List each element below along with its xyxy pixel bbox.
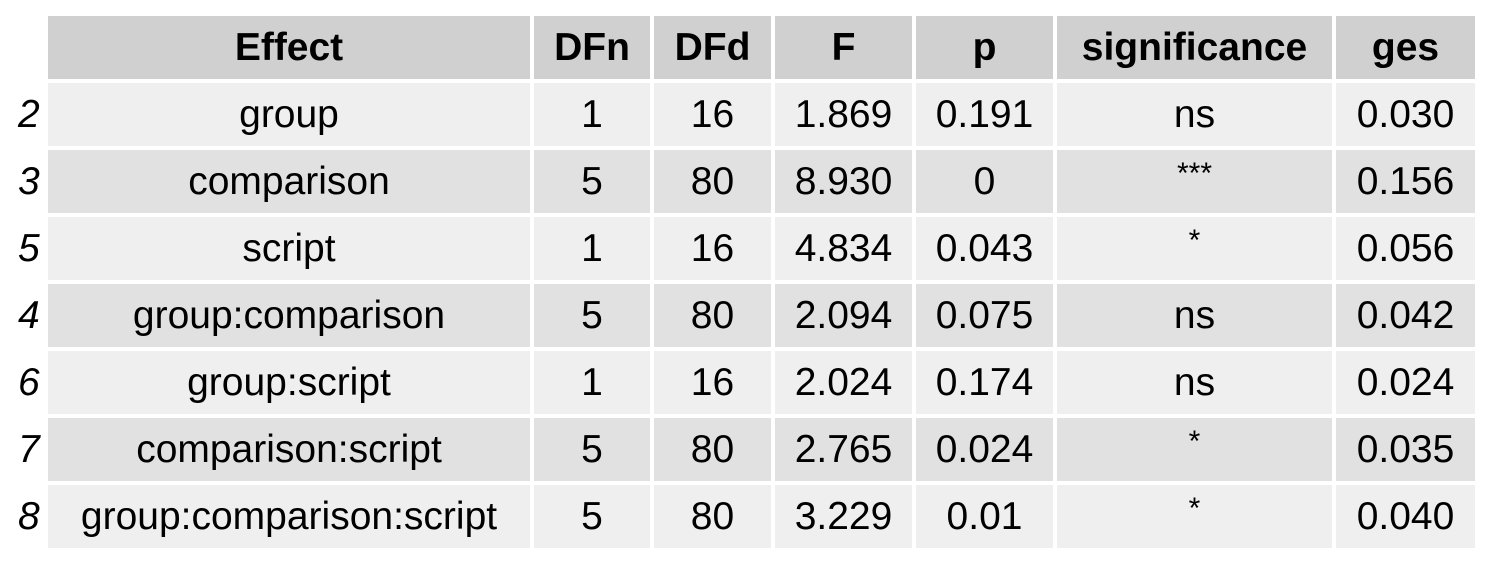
- cell-dfn: 5: [534, 485, 650, 548]
- cell-f: 4.834: [775, 217, 912, 280]
- cell-significance: ns: [1057, 284, 1332, 347]
- row-name: 7: [18, 428, 40, 471]
- cell-ges: 0.024: [1336, 351, 1475, 414]
- cell-dfn: 1: [534, 217, 650, 280]
- cell-significance: ***: [1057, 150, 1332, 213]
- significance-stars: ***: [1176, 156, 1213, 190]
- cell-effect: group:comparison:script: [48, 485, 530, 548]
- cell-f: 3.229: [775, 485, 912, 548]
- cell-p: 0.024: [916, 418, 1053, 481]
- cell-significance: ns: [1057, 83, 1332, 146]
- cell-p: 0.191: [916, 83, 1053, 146]
- cell-dfd: 80: [654, 418, 771, 481]
- cell-dfn: 1: [534, 351, 650, 414]
- rowname-header: [18, 16, 44, 79]
- cell-dfn: 1: [534, 83, 650, 146]
- row-name: 2: [18, 93, 40, 136]
- cell-f: 2.094: [775, 284, 912, 347]
- cell-ges: 0.056: [1336, 217, 1475, 280]
- cell-dfd: 16: [654, 83, 771, 146]
- row-name: 3: [18, 160, 40, 203]
- cell-significance: *: [1057, 485, 1332, 548]
- column-header-dfn: DFn: [534, 16, 650, 79]
- table-row: 3 comparison 5 80 8.930 0 *** 0.156: [18, 150, 1475, 213]
- cell-significance: ns: [1057, 351, 1332, 414]
- table-row: 7 comparison:script 5 80 2.765 0.024 * 0.035: [18, 418, 1475, 481]
- cell-dfd: 80: [654, 485, 771, 548]
- cell-f: 2.765: [775, 418, 912, 481]
- row-name: 5: [18, 227, 40, 270]
- cell-effect: script: [48, 217, 530, 280]
- table-row: 8 group:comparison:script 5 80 3.229 0.01 * 0.0…: [18, 485, 1475, 548]
- cell-dfn: 5: [534, 418, 650, 481]
- column-header-f: F: [775, 16, 912, 79]
- cell-p: 0.174: [916, 351, 1053, 414]
- column-header-p: p: [916, 16, 1053, 79]
- cell-significance: *: [1057, 217, 1332, 280]
- significance-stars: *: [1188, 424, 1201, 458]
- cell-ges: 0.042: [1336, 284, 1475, 347]
- cell-dfn: 5: [534, 284, 650, 347]
- cell-ges: 0.040: [1336, 485, 1475, 548]
- column-header-significance: significance: [1057, 16, 1332, 79]
- cell-ges: 0.030: [1336, 83, 1475, 146]
- column-header-ges: ges: [1336, 16, 1475, 79]
- cell-dfd: 80: [654, 284, 771, 347]
- cell-significance: *: [1057, 418, 1332, 481]
- cell-dfd: 16: [654, 351, 771, 414]
- cell-effect: group:script: [48, 351, 530, 414]
- cell-effect: comparison: [48, 150, 530, 213]
- significance-stars: *: [1188, 491, 1201, 525]
- table-row: 2 group 1 16 1.869 0.191 ns 0.030: [18, 83, 1475, 146]
- cell-ges: 0.156: [1336, 150, 1475, 213]
- cell-f: 8.930: [775, 150, 912, 213]
- cell-f: 1.869: [775, 83, 912, 146]
- anova-table: Effect DFn DFd F p significance ges 2 gro…: [14, 12, 1479, 552]
- cell-effect: group:comparison: [48, 284, 530, 347]
- cell-p: 0.01: [916, 485, 1053, 548]
- row-name: 6: [18, 361, 40, 404]
- table-row: 6 group:script 1 16 2.024 0.174 ns 0.024: [18, 351, 1475, 414]
- column-header-dfd: DFd: [654, 16, 771, 79]
- table-row: 5 script 1 16 4.834 0.043 * 0.056: [18, 217, 1475, 280]
- cell-p: 0.043: [916, 217, 1053, 280]
- cell-effect: comparison:script: [48, 418, 530, 481]
- cell-effect: group: [48, 83, 530, 146]
- cell-p: 0: [916, 150, 1053, 213]
- cell-p: 0.075: [916, 284, 1053, 347]
- row-name: 4: [18, 294, 40, 337]
- row-name: 8: [18, 495, 40, 538]
- cell-ges: 0.035: [1336, 418, 1475, 481]
- cell-dfd: 80: [654, 150, 771, 213]
- significance-stars: *: [1188, 223, 1201, 257]
- cell-dfn: 5: [534, 150, 650, 213]
- cell-dfd: 16: [654, 217, 771, 280]
- table-row: 4 group:comparison 5 80 2.094 0.075 ns 0.042: [18, 284, 1475, 347]
- header-row: Effect DFn DFd F p significance ges: [18, 16, 1475, 79]
- table-body: 2 group 1 16 1.869 0.191 ns 0.030 3 comparison 5 80…: [18, 83, 1475, 548]
- cell-f: 2.024: [775, 351, 912, 414]
- column-header-effect: Effect: [48, 16, 530, 79]
